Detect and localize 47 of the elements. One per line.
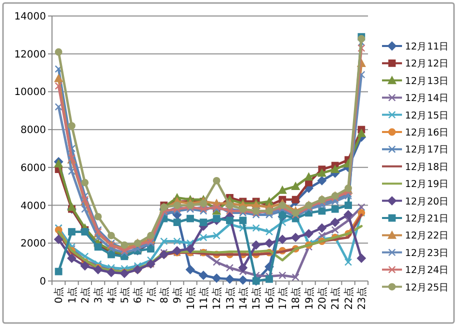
x-tick-label: 5点 bbox=[118, 287, 131, 304]
legend-label: 12月13日 bbox=[405, 76, 450, 87]
legend-label: 12月25日 bbox=[405, 282, 450, 294]
x-tick-label: 6点 bbox=[132, 287, 144, 304]
legend-label: 12月16日 bbox=[405, 128, 450, 138]
x-tick-label: 21点 bbox=[330, 287, 342, 310]
y-tick-label: 0 bbox=[40, 276, 46, 288]
legend-label: 12月14日 bbox=[405, 93, 450, 104]
y-tick-label: 2000 bbox=[20, 238, 46, 250]
x-tick-label: 15点 bbox=[250, 287, 263, 310]
x-tick-label: 4点 bbox=[106, 287, 118, 304]
x-tick-label: 23点 bbox=[356, 287, 368, 310]
legend-label: 12月12日 bbox=[405, 58, 450, 70]
legend-label: 12月15日 bbox=[405, 110, 450, 122]
legend-label: 12月21日 bbox=[405, 214, 450, 224]
x-tick-label: 12点 bbox=[211, 287, 224, 310]
x-tick-label: 11点 bbox=[198, 287, 210, 310]
x-tick-label: 2点 bbox=[79, 287, 92, 304]
x-tick-label: 8点 bbox=[158, 287, 170, 304]
y-tick-label: 10000 bbox=[14, 87, 46, 98]
x-tick-label: 9点 bbox=[172, 287, 184, 304]
legend-label: 12月22日 bbox=[405, 230, 450, 242]
legend-label: 12月20日 bbox=[405, 196, 450, 208]
legend-label: 12月17日 bbox=[405, 144, 450, 156]
x-tick-label: 17点 bbox=[276, 287, 289, 310]
y-tick-label: 6000 bbox=[20, 162, 46, 174]
y-tick-label: 8000 bbox=[20, 125, 46, 136]
x-tick-label: 0点 bbox=[53, 287, 66, 304]
y-tick-label: 14000 bbox=[14, 12, 46, 22]
x-tick-label: 7点 bbox=[145, 287, 158, 304]
legend-label: 12月24日 bbox=[405, 265, 450, 276]
x-tick-label: 20点 bbox=[316, 287, 328, 310]
legend-label: 12月18日 bbox=[405, 162, 450, 173]
legend-label: 12月11日 bbox=[405, 42, 450, 52]
x-tick-label: 3点 bbox=[92, 287, 105, 304]
legend-label: 12月19日 bbox=[405, 179, 450, 190]
x-tick-label: 18点 bbox=[290, 287, 302, 310]
x-tick-label: 19点 bbox=[303, 287, 316, 310]
x-tick-label: 10点 bbox=[184, 287, 197, 310]
x-tick-label: 14点 bbox=[237, 287, 250, 310]
x-tick-label: 16点 bbox=[264, 287, 276, 310]
x-tick-label: 1点 bbox=[66, 287, 78, 304]
x-tick-label: 22点 bbox=[342, 287, 355, 310]
x-tick-label: 13点 bbox=[224, 287, 236, 310]
legend-label: 12月23日 bbox=[405, 248, 450, 259]
y-tick-label: 12000 bbox=[14, 49, 46, 60]
y-tick-label: 4000 bbox=[20, 200, 46, 212]
